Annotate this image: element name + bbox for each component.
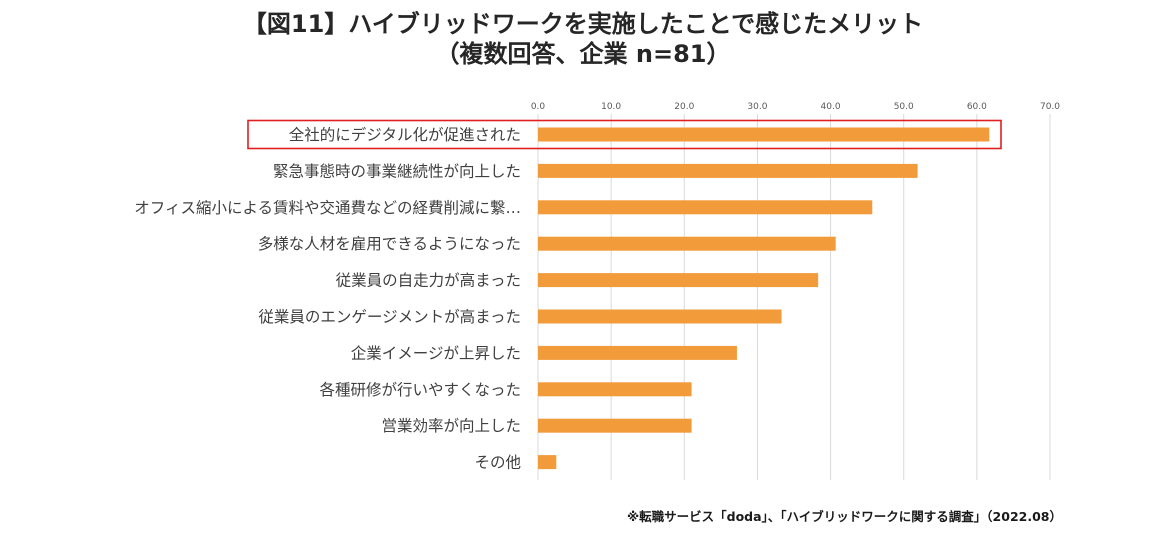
category-label: 緊急事態時の事業継続性が向上した [273, 162, 521, 180]
bar [538, 309, 782, 324]
bar [538, 236, 836, 251]
x-tick-label: 0.0 [531, 102, 546, 112]
chart-subtitle: （複数回答、企業 n=81） [435, 40, 731, 68]
bar [538, 163, 918, 178]
x-tick-label: 50.0 [894, 102, 914, 112]
bar [538, 127, 990, 142]
bar [538, 455, 557, 470]
source-note: ※転職サービス「doda」、「ハイブリッドワークに関する調査」（2022.08） [626, 509, 1062, 524]
bar [538, 200, 873, 215]
x-tick-label: 70.0 [1040, 102, 1060, 112]
category-label: 営業効率が向上した [381, 417, 521, 435]
bar [538, 418, 692, 433]
bar [538, 345, 737, 360]
x-tick-label: 20.0 [674, 102, 694, 112]
bar [538, 273, 819, 288]
x-tick-label: 60.0 [967, 102, 987, 112]
highlight-box [247, 119, 1002, 150]
bar-chart: 0.0 10.0 20.0 30.0 40.0 50.0 60.0 70.0 全社的にデジタル化… [134, 102, 1060, 480]
chart-title: 【図11】ハイブリッドワークを実施したことで感じたメリット [242, 10, 924, 38]
bar [538, 382, 692, 397]
x-tick-label: 10.0 [601, 102, 621, 112]
category-label: 多様な人材を雇用できるようになった [258, 235, 521, 253]
category-label: 企業イメージが上昇した [351, 344, 521, 362]
category-label: その他 [474, 454, 521, 472]
x-tick-label: 40.0 [821, 102, 841, 112]
category-label: 従業員の自走力が高まった [336, 272, 521, 290]
x-tick-label: 30.0 [747, 102, 767, 112]
category-label: 従業員のエンゲージメントが高まった [258, 308, 521, 326]
category-label: オフィス縮小による賃料や交通費などの経費削減に繋… [134, 199, 521, 217]
category-label: 全社的にデジタル化が促進された [289, 125, 521, 144]
category-label: 各種研修が行いやすくなった [319, 381, 521, 399]
